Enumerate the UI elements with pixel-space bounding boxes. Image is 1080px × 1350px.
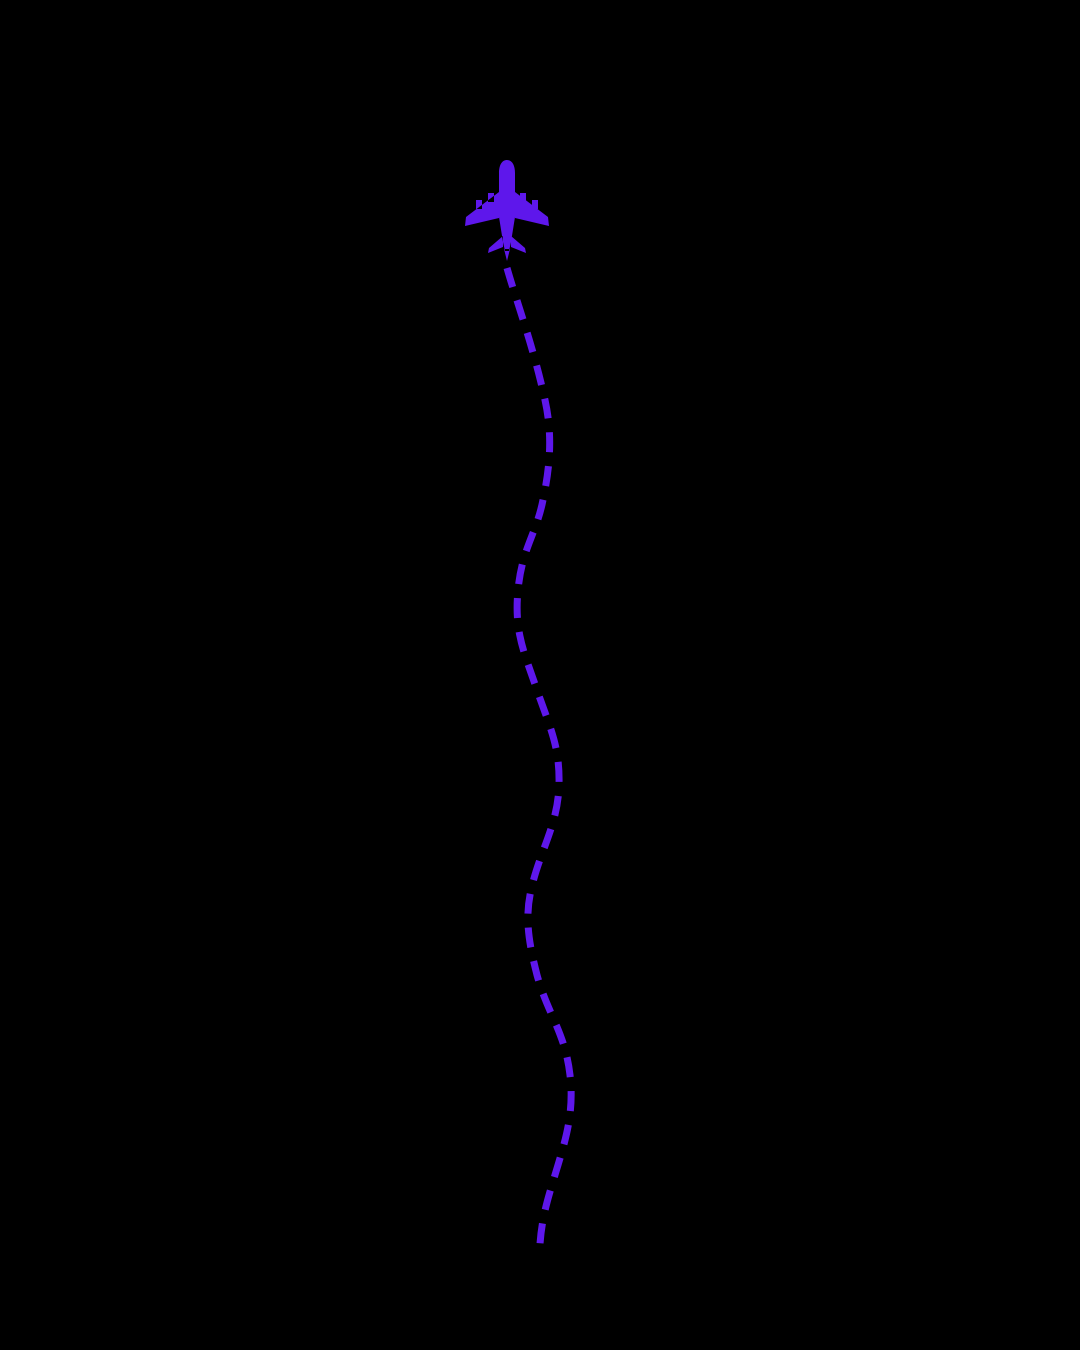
flight-path-dashed-line: [503, 267, 575, 1245]
airplane-icon: [465, 160, 549, 261]
airplane-silhouette: [465, 160, 549, 261]
